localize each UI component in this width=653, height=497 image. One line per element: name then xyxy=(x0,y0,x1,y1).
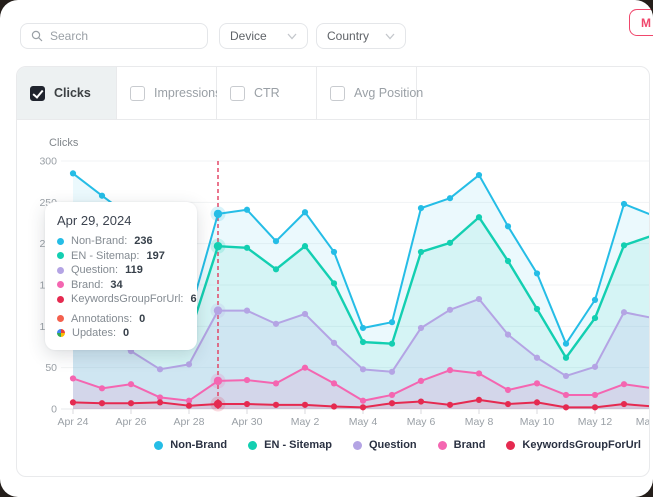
tab-label: Impressions xyxy=(154,86,222,100)
legend-item-question[interactable]: Question xyxy=(352,439,417,451)
tab-avg-position[interactable]: Avg Position xyxy=(317,67,423,119)
tooltip-rows: Non-Brand: 236 EN - Sitemap: 197 Question:… xyxy=(57,234,197,341)
metric-tabs: Clicks Impressions CTR Avg Position xyxy=(17,67,649,120)
country-select-label: Country xyxy=(327,29,370,43)
search-placeholder: Search xyxy=(50,29,89,43)
tooltip-row-value: 6 xyxy=(190,293,197,305)
series-color-dot xyxy=(57,281,64,289)
tooltip-row-label: Updates: xyxy=(72,327,117,339)
legend-item-en-sitemap[interactable]: EN - Sitemap xyxy=(248,439,332,451)
series-color-dot xyxy=(57,266,64,274)
tooltip-row: Brand: 34 xyxy=(57,278,185,293)
legend-item-keywordsgroupforurl[interactable]: KeywordsGroupForUrl xyxy=(506,439,641,451)
tooltip-row: Updates: 0 xyxy=(57,326,185,341)
tooltip-row-value: 236 xyxy=(134,235,153,247)
svg-text:May 10: May 10 xyxy=(520,416,555,428)
svg-text:Apr 26: Apr 26 xyxy=(116,416,147,428)
svg-text:Apr 24: Apr 24 xyxy=(58,416,89,428)
legend-color-dot xyxy=(506,440,516,450)
chevron-down-icon xyxy=(287,33,297,39)
tooltip-row-label: Annotations: xyxy=(71,312,133,325)
chart-legend: Non-Brand EN - Sitemap Question Brand Keywor… xyxy=(17,435,641,455)
tab-ctr[interactable]: CTR xyxy=(217,67,317,119)
checkbox-unchecked-icon[interactable] xyxy=(230,85,245,101)
legend-item-non-brand[interactable]: Non-Brand xyxy=(154,439,227,451)
tooltip-row-label: Non-Brand: xyxy=(71,235,128,247)
device-select[interactable]: Device xyxy=(219,23,308,49)
series-color-dot xyxy=(57,315,64,323)
tab-impressions[interactable]: Impressions xyxy=(117,67,221,119)
legend-label: Question xyxy=(368,439,417,451)
tooltip-date: Apr 29, 2024 xyxy=(57,213,132,228)
legend-color-dot xyxy=(248,440,258,450)
svg-text:May 4: May 4 xyxy=(349,416,378,428)
chevron-down-icon xyxy=(385,33,395,39)
svg-text:300: 300 xyxy=(39,156,57,168)
checkbox-unchecked-icon[interactable] xyxy=(130,85,145,101)
chart-tooltip: Apr 29, 2024 Non-Brand: 236 EN - Sitemap:… xyxy=(45,202,197,350)
tab-label: CTR xyxy=(254,86,280,100)
svg-text:50: 50 xyxy=(45,362,57,374)
metrics-panel: Clicks Impressions CTR Avg Position Clicks … xyxy=(16,66,650,477)
checkbox-checked-icon[interactable] xyxy=(30,85,45,101)
legend-color-dot xyxy=(352,440,362,450)
svg-text:0: 0 xyxy=(51,404,57,416)
search-input[interactable]: Search xyxy=(20,23,208,49)
tooltip-row-label: KeywordsGroupForUrl: xyxy=(71,293,184,305)
tooltip-row: KeywordsGroupForUrl: 6 xyxy=(57,292,197,307)
tooltip-row-value: 119 xyxy=(125,264,143,276)
tooltip-row: EN - Sitemap: 197 xyxy=(57,249,185,264)
legend-color-dot xyxy=(154,440,164,450)
updates-multicolor-icon xyxy=(57,329,65,338)
series-color-dot xyxy=(57,237,64,245)
legend-color-dot xyxy=(437,440,447,450)
svg-text:May 12: May 12 xyxy=(578,416,613,428)
series-color-dot xyxy=(57,295,64,303)
m-button[interactable]: M xyxy=(629,9,653,36)
tab-label: Avg Position xyxy=(354,86,424,100)
tooltip-row-value: 197 xyxy=(146,249,165,262)
checkbox-unchecked-icon[interactable] xyxy=(330,85,345,101)
svg-text:May 14: May 14 xyxy=(636,416,649,428)
tooltip-row-value: 0 xyxy=(123,327,130,339)
tab-clicks[interactable]: Clicks xyxy=(17,67,117,119)
country-select[interactable]: Country xyxy=(316,23,406,49)
svg-text:May 2: May 2 xyxy=(291,416,320,428)
legend-label: EN - Sitemap xyxy=(264,439,332,451)
tooltip-row-label: Question: xyxy=(71,264,119,276)
svg-text:May 6: May 6 xyxy=(407,416,436,428)
tooltip-row-label: EN - Sitemap: xyxy=(71,249,140,262)
legend-item-brand[interactable]: Brand xyxy=(437,439,486,451)
svg-text:Apr 30: Apr 30 xyxy=(232,416,263,428)
tooltip-row-value: 34 xyxy=(110,278,123,291)
tooltip-row: Annotations: 0 xyxy=(57,312,185,327)
tooltip-row-label: Brand: xyxy=(71,278,104,291)
tab-label: Clicks xyxy=(54,86,91,100)
legend-label: Brand xyxy=(453,439,486,451)
series-color-dot xyxy=(57,252,64,260)
svg-text:May 8: May 8 xyxy=(465,416,494,428)
device-select-label: Device xyxy=(230,29,267,43)
tooltip-row-value: 0 xyxy=(139,312,146,325)
legend-label: Non-Brand xyxy=(170,439,228,451)
tooltip-row: Question: 119 xyxy=(57,263,185,278)
legend-label: KeywordsGroupForUrl xyxy=(522,439,641,451)
svg-text:Apr 28: Apr 28 xyxy=(174,416,205,428)
search-icon xyxy=(31,30,43,42)
chart-axis-title: Clicks xyxy=(49,137,79,149)
tooltip-row: Non-Brand: 236 xyxy=(57,234,185,249)
